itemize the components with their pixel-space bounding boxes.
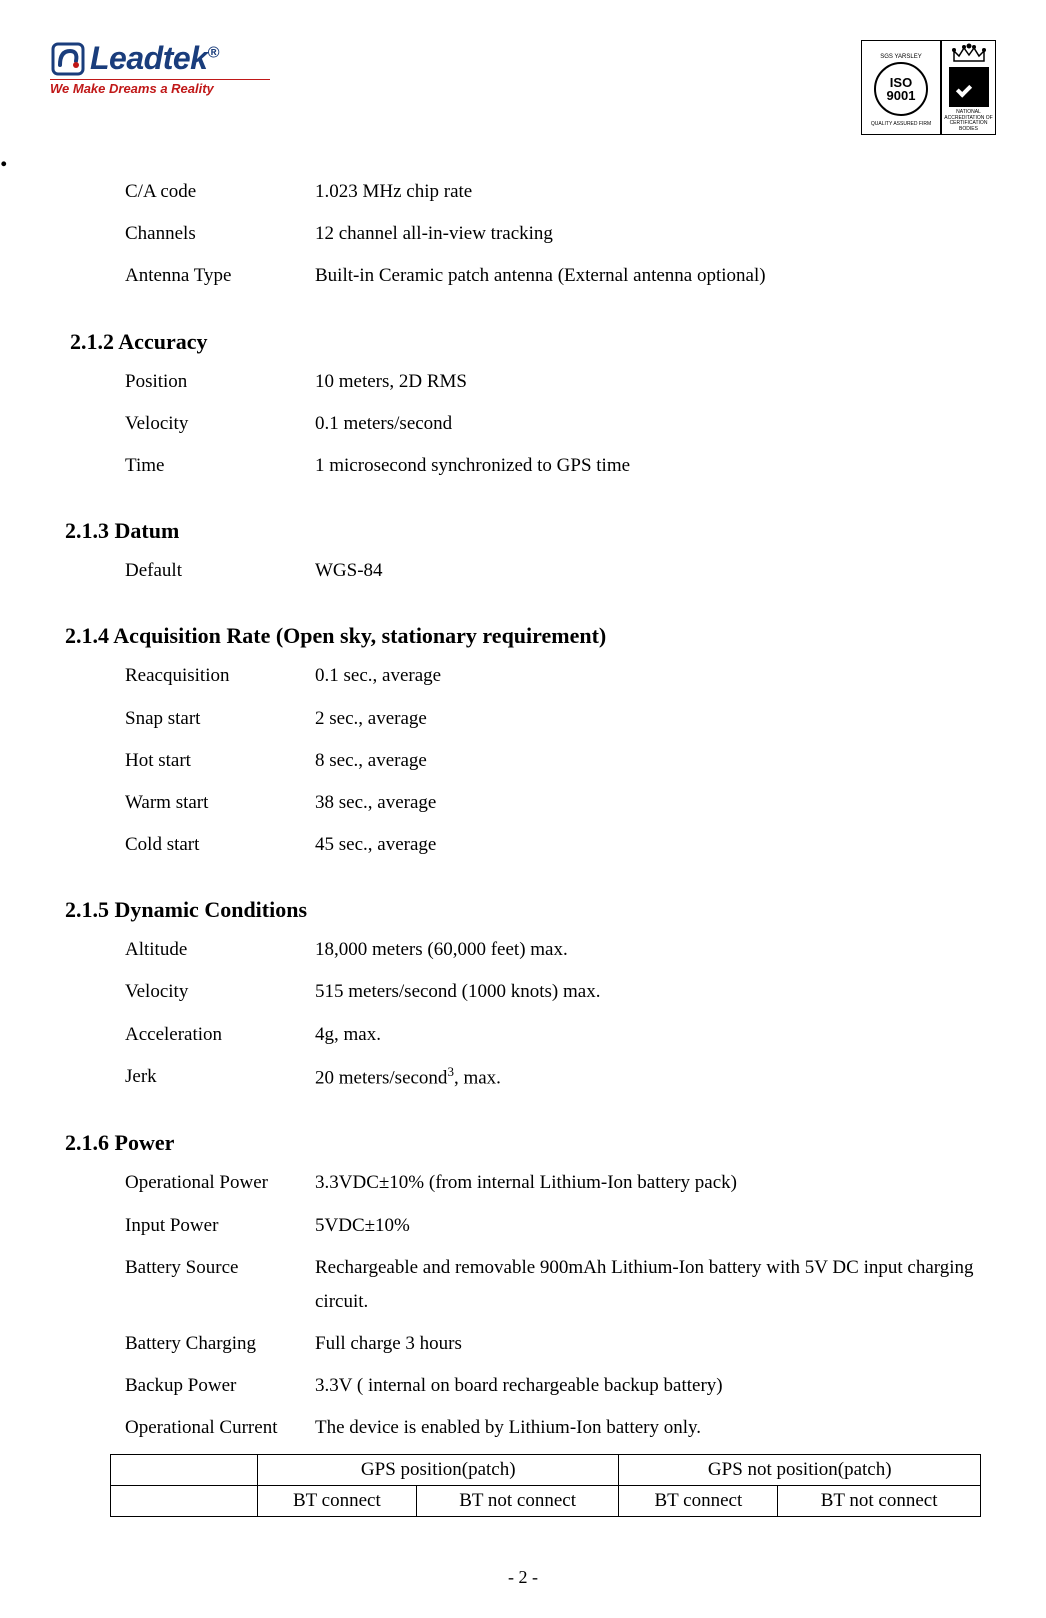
spec-row: Position10 meters, 2D RMS	[50, 365, 996, 399]
table-cell: GPS position(patch)	[258, 1454, 619, 1485]
svg-text:SGS YARSLEY: SGS YARSLEY	[880, 54, 921, 60]
spec-value: 4g, max.	[315, 1018, 996, 1052]
section-heading: 2.1.3 Datum	[65, 518, 996, 544]
spec-row: Warm start38 sec., average	[50, 786, 996, 820]
spec-value: 38 sec., average	[315, 786, 996, 820]
table-cell: BT connect	[258, 1485, 417, 1516]
spec-row: DefaultWGS-84	[50, 554, 996, 588]
spec-label: Velocity	[125, 975, 315, 1009]
table-cell	[111, 1454, 258, 1485]
spec-row: Channels12 channel all-in-view tracking	[50, 217, 996, 251]
spec-value: 0.1 sec., average	[315, 659, 996, 693]
spec-label: Battery Charging	[125, 1327, 315, 1361]
spec-row: Operational Power3.3VDC±10% (from intern…	[50, 1166, 996, 1200]
spec-label: Time	[125, 449, 315, 483]
checkmark-icon	[949, 67, 989, 107]
spec-row: Operational CurrentThe device is enabled…	[50, 1411, 996, 1445]
crown-icon	[949, 41, 989, 66]
spec-value: 20 meters/second3, max.	[315, 1060, 996, 1096]
spec-label: Channels	[125, 217, 315, 251]
spec-label: Input Power	[125, 1209, 315, 1243]
page-number: - 2 -	[50, 1567, 996, 1588]
spec-value: Built-in Ceramic patch antenna (External…	[315, 259, 996, 293]
spec-row: Jerk20 meters/second3, max.	[50, 1060, 996, 1096]
spec-row: Backup Power3.3V ( internal on board rec…	[50, 1369, 996, 1403]
spec-row: Battery SourceRechargeable and removable…	[50, 1251, 996, 1319]
spec-label: Hot start	[125, 744, 315, 778]
spec-label: Warm start	[125, 786, 315, 820]
certification-badges: SGS YARSLEY ISO 9001 QUALITY ASSURED FIR…	[861, 40, 996, 135]
spec-value: 8 sec., average	[315, 744, 996, 778]
table-row: BT connect BT not connect BT connect BT …	[111, 1485, 981, 1516]
spec-value: 18,000 meters (60,000 feet) max.	[315, 933, 996, 967]
spec-row: Velocity0.1 meters/second	[50, 407, 996, 441]
spec-value: 515 meters/second (1000 knots) max.	[315, 975, 996, 1009]
spec-value: 45 sec., average	[315, 828, 996, 862]
spec-row: Cold start45 sec., average	[50, 828, 996, 862]
section-heading: 2.1.4 Acquisition Rate (Open sky, statio…	[65, 623, 996, 649]
spec-value: 10 meters, 2D RMS	[315, 365, 996, 399]
spec-label: Backup Power	[125, 1369, 315, 1403]
spec-label: Snap start	[125, 702, 315, 736]
table-cell: BT connect	[619, 1485, 778, 1516]
spec-row: Velocity515 meters/second (1000 knots) m…	[50, 975, 996, 1009]
spec-value: 3.3V ( internal on board rechargeable ba…	[315, 1369, 996, 1403]
spec-value: Rechargeable and removable 900mAh Lithiu…	[315, 1251, 996, 1319]
spec-label: Acceleration	[125, 1018, 315, 1052]
iso-9001-badge: SGS YARSLEY ISO 9001 QUALITY ASSURED FIR…	[861, 40, 941, 135]
spec-label: Jerk	[125, 1060, 315, 1096]
document-body: C/A code1.023 MHz chip rateChannels12 ch…	[50, 175, 996, 1446]
table-cell	[111, 1485, 258, 1516]
bullet-dot: .	[0, 140, 8, 174]
spec-row: Snap start2 sec., average	[50, 702, 996, 736]
spec-label: Cold start	[125, 828, 315, 862]
spec-value: 5VDC±10%	[315, 1209, 996, 1243]
spec-value: WGS-84	[315, 554, 996, 588]
spec-value: 1 microsecond synchronized to GPS time	[315, 449, 996, 483]
spec-row: Hot start8 sec., average	[50, 744, 996, 778]
table-cell: BT not connect	[416, 1485, 619, 1516]
spec-row: Reacquisition0.1 sec., average	[50, 659, 996, 693]
spec-value: 12 channel all-in-view tracking	[315, 217, 996, 251]
section-heading: 2.1.6 Power	[65, 1130, 996, 1156]
spec-row: Input Power5VDC±10%	[50, 1209, 996, 1243]
spec-row: Acceleration4g, max.	[50, 1018, 996, 1052]
spec-value: Full charge 3 hours	[315, 1327, 996, 1361]
power-table: GPS position(patch) GPS not position(pat…	[110, 1454, 981, 1517]
spec-row: Antenna TypeBuilt-in Ceramic patch anten…	[50, 259, 996, 293]
page-header: Leadtek® We Make Dreams a Reality SGS YA…	[50, 40, 996, 150]
spec-value: 2 sec., average	[315, 702, 996, 736]
spec-label: Reacquisition	[125, 659, 315, 693]
accreditation-badge: NATIONAL ACCREDITATION OF CERTIFICATION …	[941, 40, 996, 135]
logo-tagline: We Make Dreams a Reality	[50, 79, 270, 96]
spec-value: 3.3VDC±10% (from internal Lithium-Ion ba…	[315, 1166, 996, 1200]
svg-text:QUALITY ASSURED FIRM: QUALITY ASSURED FIRM	[871, 121, 931, 127]
spec-value: 1.023 MHz chip rate	[315, 175, 996, 209]
spec-label: Battery Source	[125, 1251, 315, 1319]
spec-label: Position	[125, 365, 315, 399]
spec-label: Velocity	[125, 407, 315, 441]
spec-label: Operational Current	[125, 1411, 315, 1445]
spec-label: Antenna Type	[125, 259, 315, 293]
table-row: GPS position(patch) GPS not position(pat…	[111, 1454, 981, 1485]
table-cell: BT not connect	[778, 1485, 981, 1516]
logo-text: Leadtek®	[90, 40, 219, 77]
section-heading: 2.1.2 Accuracy	[70, 329, 996, 355]
spec-label: Default	[125, 554, 315, 588]
spec-label: C/A code	[125, 175, 315, 209]
spec-label: Altitude	[125, 933, 315, 967]
spec-row: Time1 microsecond synchronized to GPS ti…	[50, 449, 996, 483]
leadtek-logo: Leadtek® We Make Dreams a Reality	[50, 40, 270, 96]
leadtek-mark-icon	[50, 41, 86, 77]
spec-row: Altitude18,000 meters (60,000 feet) max.	[50, 933, 996, 967]
table-cell: GPS not position(patch)	[619, 1454, 981, 1485]
spec-label: Operational Power	[125, 1166, 315, 1200]
spec-value: 0.1 meters/second	[315, 407, 996, 441]
spec-row: C/A code1.023 MHz chip rate	[50, 175, 996, 209]
spec-row: Battery ChargingFull charge 3 hours	[50, 1327, 996, 1361]
spec-value: The device is enabled by Lithium-Ion bat…	[315, 1411, 996, 1445]
section-heading: 2.1.5 Dynamic Conditions	[65, 897, 996, 923]
